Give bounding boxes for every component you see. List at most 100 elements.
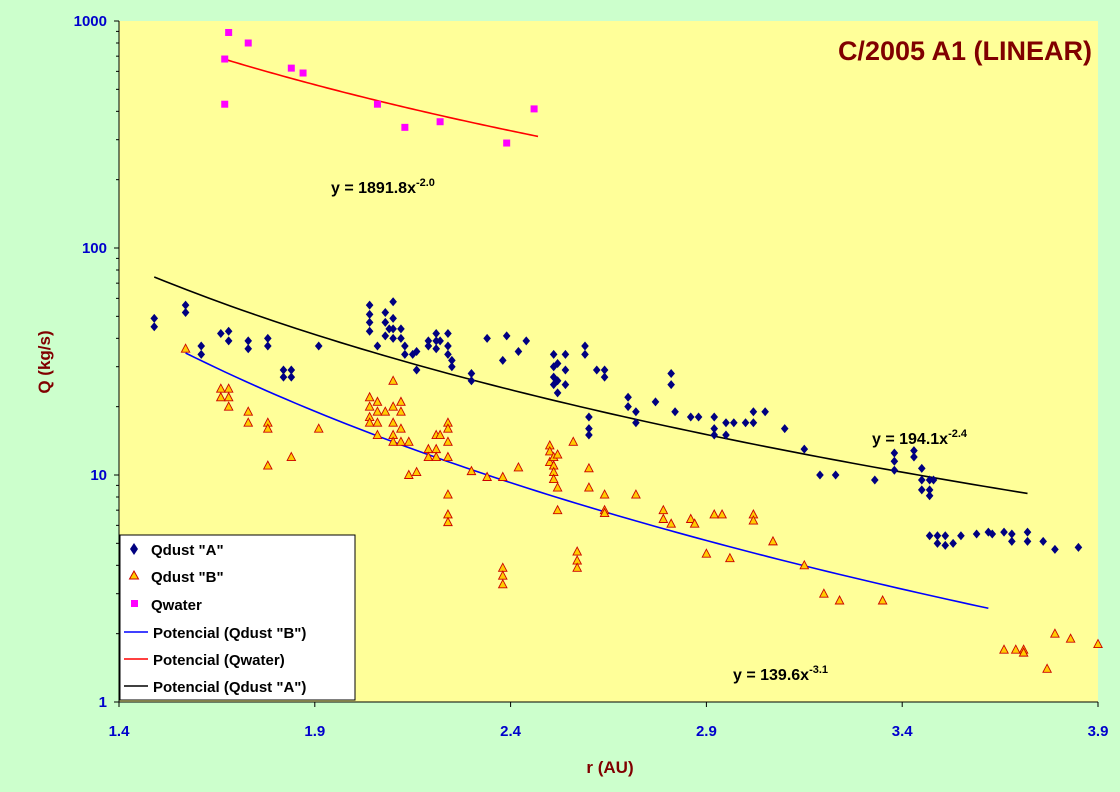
point-water (503, 139, 511, 147)
legend-box (119, 534, 356, 701)
point-dust-a (389, 313, 397, 323)
point-dust-a (585, 412, 593, 422)
point-dust-b (630, 489, 641, 499)
point-dust-b (1065, 633, 1076, 643)
point-dust-a (929, 475, 938, 485)
point-dust-b (411, 466, 422, 477)
point-dust-a (925, 531, 934, 541)
point-dust-a (941, 540, 950, 550)
legend-label-water: Qwater (151, 597, 202, 614)
point-dust-a (389, 333, 397, 343)
point-dust-b (572, 546, 583, 556)
point-dust-a (424, 341, 433, 351)
point-dust-a (749, 418, 758, 428)
point-dust-a (933, 538, 942, 548)
legend-label-fit-dust-a: Potencial (Qdust "A") (153, 679, 306, 696)
tick-labels-layer: 1.4 1.9 2.4 2.9 3.4 3.9 1 10 100 1000 (74, 13, 1109, 740)
point-dust-a (910, 446, 918, 456)
point-dust-a (432, 336, 440, 346)
point-dust-b (666, 518, 677, 528)
point-dust-a (381, 317, 390, 327)
point-dust-a (1023, 527, 1032, 537)
point-water (221, 55, 229, 63)
x-tick-label: 1.9 (304, 723, 325, 740)
point-dust-a (925, 485, 934, 495)
point-dust-a (514, 346, 523, 356)
point-dust-a (553, 376, 562, 386)
point-dust-a (381, 307, 390, 317)
point-dust-a (917, 485, 926, 495)
point-dust-a (917, 475, 926, 485)
point-dust-a (581, 349, 589, 359)
point-dust-a (890, 456, 899, 466)
point-dust-a (381, 331, 390, 341)
point-dust-a (585, 424, 593, 434)
point-dust-b (1042, 663, 1053, 673)
point-dust-a (1039, 536, 1047, 546)
point-dust-b (748, 515, 759, 525)
point-dust-a (287, 365, 296, 375)
point-dust-a (314, 341, 323, 351)
point-dust-b (1010, 644, 1021, 654)
point-dust-a (373, 341, 382, 351)
point-dust-b (388, 436, 399, 446)
point-dust-b (466, 465, 477, 476)
point-dust-b (1018, 647, 1029, 657)
point-dust-b (372, 417, 383, 427)
point-dust-b (442, 489, 453, 499)
point-dust-b (1049, 628, 1060, 638)
point-dust-a (483, 333, 491, 343)
legend-label-fit-dust-b: Potencial (Qdust "B") (153, 625, 306, 642)
point-dust-a (710, 424, 719, 434)
point-dust-b (442, 436, 453, 446)
point-dust-b (689, 518, 700, 528)
point-dust-b (364, 391, 375, 402)
equation-water: y = 1891.8x-2.0 (331, 177, 435, 197)
point-water (299, 69, 307, 77)
y-tick-label: 10 (90, 467, 107, 484)
point-dust-a (933, 531, 942, 541)
point-dust-a (710, 412, 719, 422)
point-dust-a (432, 344, 440, 354)
point-dust-a (448, 355, 456, 365)
point-dust-a (1000, 527, 1008, 537)
point-dust-a (224, 326, 233, 336)
point-dust-a (448, 362, 456, 372)
chart-title: C/2005 A1 (LINEAR) (838, 36, 1092, 66)
trendline-4 (224, 58, 539, 138)
point-dust-a (722, 418, 730, 428)
point-dust-b (709, 509, 720, 519)
point-dust-a (385, 324, 394, 334)
y-tick-label: 1000 (74, 13, 107, 30)
point-dust-a (667, 380, 675, 390)
point-dust-a (444, 349, 452, 359)
point-dust-b (243, 417, 254, 427)
x-tick-label: 3.9 (1088, 723, 1109, 740)
point-dust-b (877, 595, 888, 605)
point-dust-a (432, 329, 440, 339)
point-dust-b (388, 417, 399, 427)
point-dust-b (286, 451, 297, 461)
point-water (244, 39, 252, 47)
axes-layer (114, 20, 1099, 707)
legend-label-dust-b: Qdust "B" (151, 569, 224, 586)
point-dust-a (444, 329, 452, 339)
point-dust-a (412, 365, 421, 375)
point-dust-b (262, 460, 273, 470)
point-dust-a (389, 324, 397, 334)
point-dust-b (223, 391, 234, 402)
point-dust-b (799, 559, 810, 570)
point-dust-a (467, 376, 476, 386)
point-dust-b (482, 471, 493, 481)
point-dust-b (403, 436, 414, 446)
point-dust-a (397, 333, 405, 343)
point-dust-b (552, 482, 563, 492)
legend: Qdust "A" Qdust "B" Qwater Potencial (Qd… (119, 534, 356, 701)
point-dust-b (552, 504, 563, 515)
point-dust-a (244, 344, 253, 354)
point-dust-a (264, 333, 272, 343)
point-dust-a (800, 444, 809, 454)
point-dust-b (513, 461, 524, 472)
point-dust-a (1074, 542, 1083, 552)
